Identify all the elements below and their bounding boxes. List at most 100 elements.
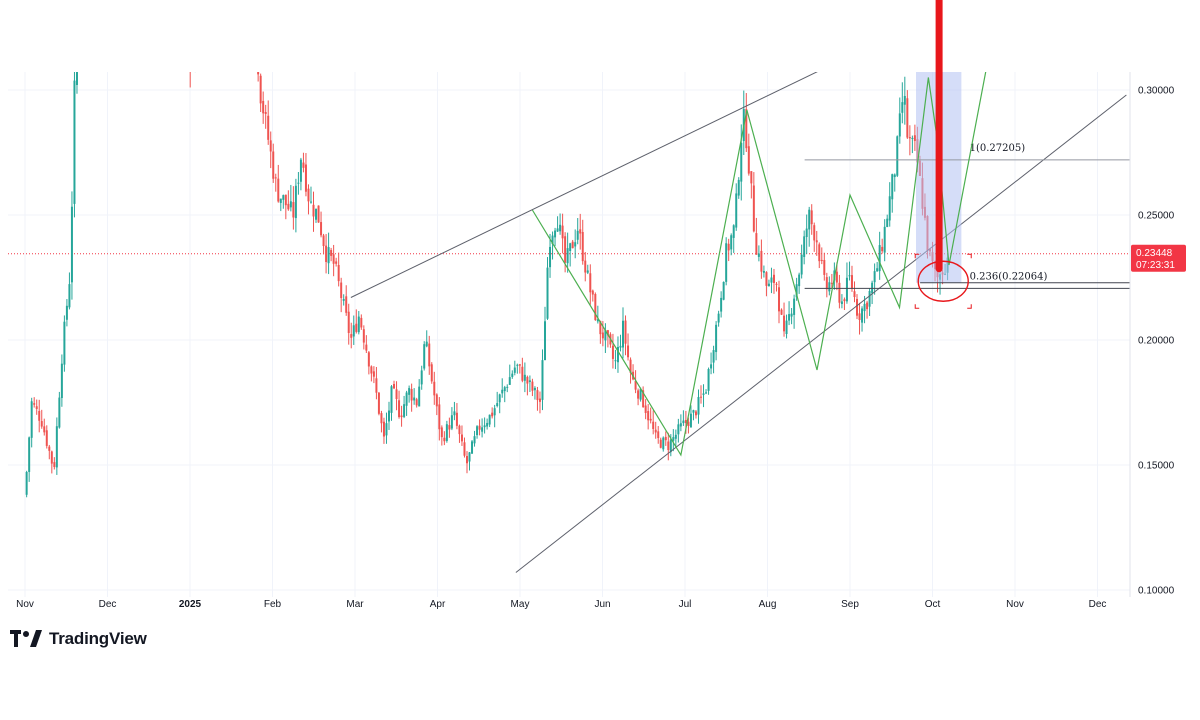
candle-body <box>594 293 597 320</box>
candle-body <box>596 319 599 322</box>
candle-body <box>197 34 199 48</box>
candle-body <box>531 381 534 391</box>
candle-body <box>28 437 31 472</box>
candle-body <box>355 323 358 332</box>
candle-body <box>370 366 373 374</box>
fibonacci-levels: 3.618(0.44822)2.618(0.38093)1.618(0.3136… <box>804 143 1130 289</box>
last-price-badge <box>1131 244 1186 272</box>
candle-body <box>687 421 690 426</box>
tradingview-logo: TradingView <box>10 628 147 650</box>
candle-body <box>770 277 773 283</box>
candle-body <box>325 245 328 262</box>
candle-body <box>440 427 443 438</box>
candle-body <box>667 441 670 451</box>
candle-body <box>294 185 297 219</box>
time-tick-label: Nov <box>16 599 34 610</box>
candle-body <box>40 421 43 427</box>
candle-body <box>684 419 687 424</box>
candle-body <box>503 387 506 392</box>
candle-body <box>679 423 682 427</box>
candle-body <box>682 420 685 424</box>
candle-body <box>853 291 856 298</box>
pointer-arrow <box>914 304 920 309</box>
candle-body <box>73 80 76 204</box>
price-tick-label: 0.25000 <box>1138 211 1175 222</box>
candle-body <box>297 182 300 184</box>
candle-body <box>629 359 632 373</box>
candle-body <box>848 275 851 277</box>
candle-body <box>715 324 718 353</box>
candle-body <box>881 246 884 252</box>
candle-body <box>25 471 28 495</box>
candle-body <box>312 204 315 217</box>
candle-body <box>187 51 189 53</box>
candle-body <box>385 423 388 436</box>
candle-body <box>810 210 813 225</box>
candle-body <box>55 426 58 468</box>
candle-body <box>564 236 567 263</box>
candle-body <box>752 185 755 232</box>
candle-body <box>481 427 484 432</box>
last-price-value: 0.23448 <box>1136 248 1173 259</box>
candle-body <box>352 325 355 337</box>
candle-body <box>473 436 476 444</box>
candle-body <box>478 425 481 430</box>
candle-body <box>702 393 705 395</box>
candle-body <box>725 243 728 282</box>
candle-body <box>33 403 36 405</box>
candle-body <box>840 301 843 305</box>
candle-body <box>858 313 861 320</box>
breakout-annotations <box>914 0 972 309</box>
time-tick-label: Jun <box>594 599 610 610</box>
candle-body <box>647 411 650 421</box>
candle-body <box>192 57 194 67</box>
candle-body <box>317 205 320 223</box>
candle-body <box>395 389 398 400</box>
candle-body <box>453 411 456 416</box>
candle-body <box>798 274 801 287</box>
candle-body <box>566 248 569 264</box>
time-tick-label: Dec <box>1089 599 1107 610</box>
candle-body <box>757 253 760 257</box>
candle-body <box>732 225 735 238</box>
candle-body <box>642 390 645 408</box>
candle-body <box>614 360 617 362</box>
candle-body <box>662 437 665 450</box>
candle-body <box>906 98 909 138</box>
candle-body <box>387 410 390 422</box>
candle-body <box>367 352 370 367</box>
candle-body <box>415 399 418 406</box>
candle-body <box>694 411 697 416</box>
candle-body <box>672 437 675 441</box>
fib-level-label: 0.236(0.22064) <box>970 271 1048 282</box>
candle-body <box>898 113 901 137</box>
price-tick-label: 0.10000 <box>1138 586 1175 597</box>
candlestick-series <box>25 34 949 498</box>
candle-body <box>639 388 642 400</box>
candle-body <box>616 346 619 363</box>
candle-body <box>488 414 491 425</box>
time-tick-label: Oct <box>925 599 941 610</box>
candle-body <box>586 270 589 273</box>
candle-body <box>579 229 582 234</box>
brand-name: TradingView <box>49 629 147 648</box>
candle-body <box>823 260 826 275</box>
candle-body <box>772 274 775 283</box>
candle-body <box>284 194 287 206</box>
candle-body <box>277 178 280 202</box>
candle-body <box>893 174 896 178</box>
candle-body <box>591 290 594 295</box>
candle-body <box>549 246 552 268</box>
candle-body <box>471 441 474 454</box>
candle-body <box>289 201 292 208</box>
candle-body <box>403 404 406 417</box>
candle-body <box>657 431 660 439</box>
candle-body <box>433 381 436 396</box>
candle-body <box>511 373 514 377</box>
candle-body <box>815 240 818 243</box>
pointer-arrow <box>967 253 972 259</box>
candle-body <box>775 283 778 285</box>
channel-upper-line <box>350 72 818 298</box>
